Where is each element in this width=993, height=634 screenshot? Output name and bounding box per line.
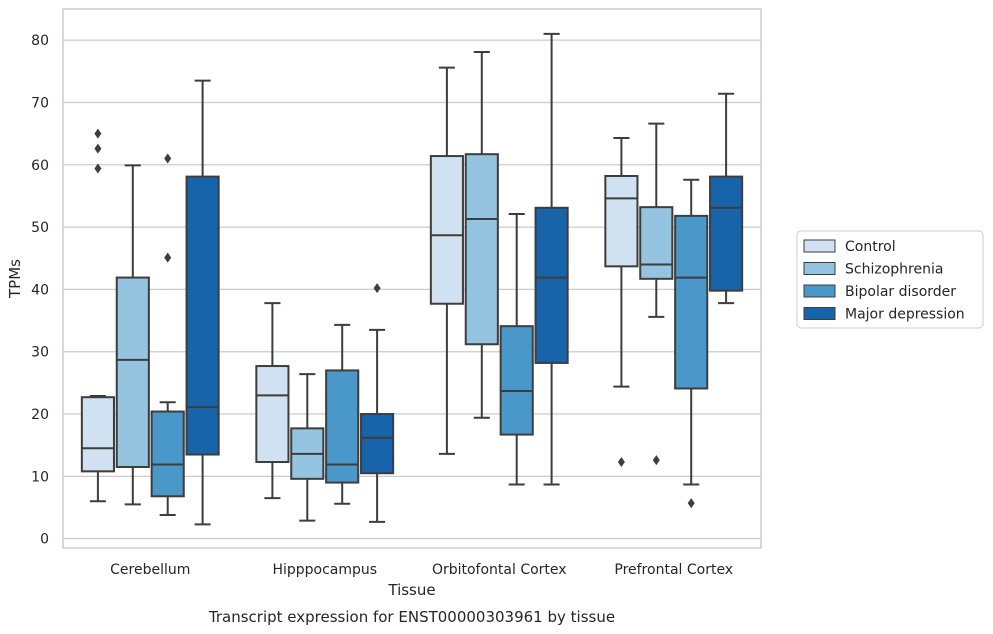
outlier-point	[94, 143, 102, 154]
box-1-4	[185, 79, 220, 526]
y-axis-ticks: 0 10 20 30 40 50 60 70 80	[31, 33, 49, 547]
x-tick-label-2: Hipppocampus	[272, 562, 377, 578]
y-tick-label-60: 60	[31, 158, 49, 174]
outlier-point	[164, 252, 172, 263]
box-iqr	[604, 174, 639, 268]
box-4-3	[674, 178, 709, 509]
y-tick-label-20: 20	[31, 407, 49, 423]
outlier-point	[373, 283, 381, 294]
x-axis-label: Tissue	[387, 581, 435, 599]
outlier-point	[617, 457, 625, 468]
legend-swatch-1	[803, 239, 836, 253]
legend-label-1: Control	[845, 239, 896, 255]
box-iqr	[429, 155, 464, 305]
y-tick-label-40: 40	[31, 282, 49, 298]
box-2-4	[360, 283, 395, 523]
legend-swatch-3	[803, 284, 836, 298]
legend-label-4: Major depression	[845, 307, 965, 323]
box-1-1	[80, 128, 115, 503]
box-3-3	[499, 213, 534, 486]
legend-label-3: Bipolar disorder	[845, 284, 956, 300]
plot-frame	[62, 8, 762, 549]
y-tick-label-0: 0	[40, 532, 49, 548]
box-3-4	[534, 32, 569, 486]
box-iqr	[255, 365, 290, 464]
outlier-point	[652, 455, 660, 466]
box-iqr	[674, 214, 709, 390]
box-iqr	[464, 153, 499, 346]
box-2-2	[290, 373, 325, 522]
box-iqr	[115, 276, 150, 468]
box-4-2	[639, 122, 674, 466]
legend-swatch-2	[803, 262, 836, 275]
box-iqr	[185, 175, 220, 456]
box-2-1	[255, 302, 290, 500]
legend: Control Schizophrenia Bipolar disorder Majo…	[796, 230, 984, 329]
legend-frame	[796, 230, 984, 329]
chart-caption: Transcript expression for ENST0000030396…	[208, 608, 615, 626]
legend-swatch-4	[803, 307, 836, 320]
box-1-2	[115, 164, 150, 506]
box-iqr	[360, 413, 395, 475]
outlier-point	[94, 128, 102, 139]
box-iqr	[80, 396, 115, 473]
box-4-1	[604, 136, 639, 468]
x-tick-label-3: Orbitofontal Cortex	[432, 562, 567, 578]
outlier-point	[164, 153, 172, 164]
y-axis-label: TPMs	[6, 259, 24, 299]
x-tick-label-1: Cerebellum	[110, 562, 190, 578]
x-tick-label-4: Prefrontal Cortex	[614, 562, 733, 578]
box-iqr	[534, 206, 569, 364]
y-tick-label-10: 10	[31, 469, 49, 485]
outlier-point	[687, 498, 695, 509]
box-iqr	[325, 369, 360, 484]
y-tick-label-80: 80	[31, 33, 49, 49]
box-2-3	[325, 323, 360, 505]
outlier-point	[94, 163, 102, 174]
y-tick-label-70: 70	[31, 95, 49, 111]
box-4-4	[709, 92, 744, 305]
box-1-3	[150, 153, 185, 516]
box-3-1	[429, 66, 464, 455]
box-iqr	[499, 325, 534, 436]
box-iqr	[639, 206, 674, 280]
legend-label-2: Schizophrenia	[845, 262, 943, 278]
y-tick-label-50: 50	[31, 220, 49, 236]
box-3-2	[464, 50, 499, 419]
y-tick-label-30: 30	[31, 345, 49, 361]
box-iqr	[150, 410, 185, 498]
x-axis-ticks: Cerebellum Hipppocampus Orbitofontal Corte…	[110, 562, 733, 578]
box-series	[80, 32, 744, 526]
box-iqr	[709, 175, 744, 292]
